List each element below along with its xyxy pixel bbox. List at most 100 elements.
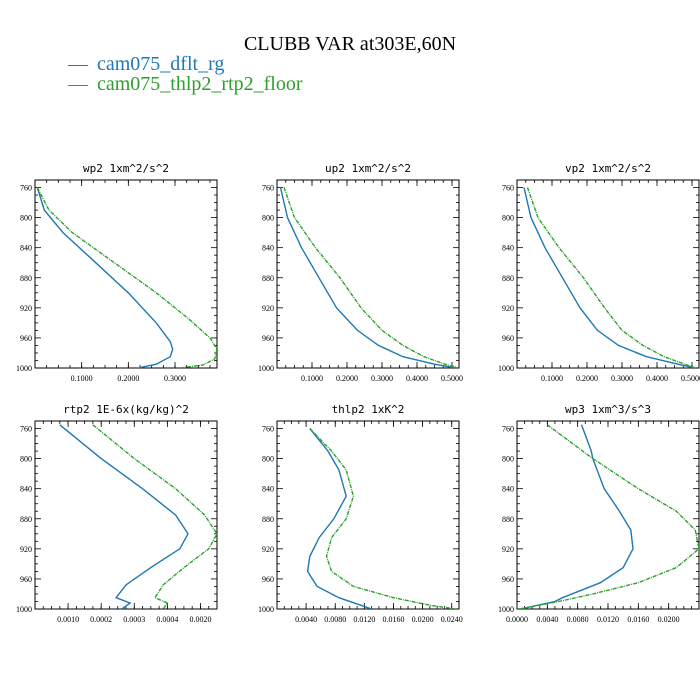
y-tick-label: 760 bbox=[262, 425, 274, 434]
x-tick-label: 0.0040 bbox=[295, 615, 317, 624]
legend-symbol-floor: — bbox=[67, 73, 89, 95]
y-tick-label: 800 bbox=[262, 455, 274, 464]
x-tick-label: 0.2000 bbox=[117, 374, 139, 383]
x-tick-label: 0.1000 bbox=[541, 374, 563, 383]
y-tick-label: 760 bbox=[20, 184, 32, 193]
y-tick-label: 960 bbox=[20, 575, 32, 584]
panel-title: wp3 1xm^3/s^3 bbox=[565, 403, 651, 416]
y-tick-label: 960 bbox=[502, 334, 514, 343]
y-tick-label: 880 bbox=[262, 515, 274, 524]
x-tick-label: 0.2000 bbox=[576, 374, 598, 383]
x-tick-label: 0.0080 bbox=[324, 615, 346, 624]
panel-title: rtp2 1E-6x(kg/kg)^2 bbox=[63, 403, 189, 416]
x-tick-label: 0.0120 bbox=[353, 615, 375, 624]
y-tick-label: 840 bbox=[20, 485, 32, 494]
y-tick-label: 1000 bbox=[258, 364, 274, 373]
panel-5: wp3 1xm^3/s^3 760 800 840 880 920 960 10000.000… bbox=[498, 403, 700, 624]
panel-frame bbox=[34, 179, 218, 369]
series-line-dflt bbox=[519, 424, 634, 609]
y-tick-label: 920 bbox=[20, 545, 32, 554]
legend: — cam075_dflt_rg — cam075_thlp2_rtp2_flo… bbox=[67, 53, 303, 95]
x-tick-label: 0.0003 bbox=[123, 615, 145, 624]
y-tick-label: 840 bbox=[502, 244, 514, 253]
y-tick-label: 960 bbox=[262, 575, 274, 584]
y-tick-label: 920 bbox=[262, 545, 274, 554]
x-tick-label: 0.0010 bbox=[57, 615, 79, 624]
panel-title: wp2 1xm^2/s^2 bbox=[83, 162, 169, 175]
legend-label-floor: cam075_thlp2_rtp2_floor bbox=[97, 73, 303, 95]
y-tick-label: 880 bbox=[20, 274, 32, 283]
panel-0: wp2 1xm^2/s^2 760 800 840 880 920 960 1000 0.100… bbox=[16, 162, 218, 383]
y-tick-label: 800 bbox=[262, 214, 274, 223]
legend-entry-floor: — cam075_thlp2_rtp2_floor bbox=[67, 73, 303, 95]
x-tick-label: 0.0002 bbox=[90, 615, 112, 624]
legend-label-dflt: cam075_dflt_rg bbox=[97, 53, 224, 75]
panel-title: vp2 1xm^2/s^2 bbox=[565, 162, 651, 175]
y-tick-label: 760 bbox=[502, 184, 514, 193]
y-tick-label: 960 bbox=[262, 334, 274, 343]
x-tick-label: 0.0200 bbox=[658, 615, 680, 624]
y-tick-label: 840 bbox=[262, 485, 274, 494]
series-line-dflt bbox=[523, 187, 696, 368]
x-tick-label: 0.0160 bbox=[627, 615, 649, 624]
y-tick-label: 840 bbox=[20, 244, 32, 253]
x-tick-label: 0.0020 bbox=[189, 615, 211, 624]
series-line-dflt bbox=[306, 428, 372, 609]
series-line-dflt bbox=[279, 187, 456, 368]
y-tick-label: 800 bbox=[20, 214, 32, 223]
y-tick-label: 840 bbox=[502, 485, 514, 494]
x-tick-label: 0.4000 bbox=[406, 374, 428, 383]
panel-4: thlp2 1xK^2 760 800 840 880 920 960 1000 0.0040 0… bbox=[258, 403, 463, 624]
y-tick-label: 880 bbox=[502, 274, 514, 283]
x-tick-label: 0.3000 bbox=[164, 374, 186, 383]
panel-2: vp2 1xm^2/s^2 760 800 840 880 920 960 1000 0.100… bbox=[498, 162, 700, 383]
panel-title: up2 1xm^2/s^2 bbox=[325, 162, 411, 175]
y-tick-label: 920 bbox=[502, 545, 514, 554]
panel-3: rtp2 1E-6x(kg/kg)^2 760 800 840 880 920 960 100… bbox=[16, 403, 218, 624]
panel-1: up2 1xm^2/s^2 760 800 840 880 920 960 1000 0.100… bbox=[258, 162, 463, 383]
y-tick-label: 880 bbox=[20, 515, 32, 524]
y-tick-label: 800 bbox=[20, 455, 32, 464]
figure-title: CLUBB VAR at303E,60N bbox=[244, 33, 456, 55]
y-tick-label: 840 bbox=[262, 244, 274, 253]
series-line-dflt bbox=[36, 187, 174, 368]
x-tick-label: 0.5000 bbox=[681, 374, 700, 383]
series-line-floor bbox=[283, 187, 459, 368]
series-line-floor bbox=[309, 428, 456, 609]
x-tick-label: 0.1000 bbox=[301, 374, 323, 383]
x-tick-label: 0.0004 bbox=[156, 615, 178, 624]
x-tick-label: 0.4000 bbox=[646, 374, 668, 383]
x-tick-label: 0.0080 bbox=[567, 615, 589, 624]
y-tick-label: 1000 bbox=[16, 364, 32, 373]
panel-frame bbox=[276, 179, 460, 369]
y-tick-label: 760 bbox=[262, 184, 274, 193]
series-line-dflt bbox=[59, 424, 189, 609]
x-tick-label: 0.0000 bbox=[506, 615, 528, 624]
x-tick-label: 0.0200 bbox=[412, 615, 434, 624]
x-tick-label: 0.0240 bbox=[441, 615, 463, 624]
y-tick-label: 920 bbox=[262, 304, 274, 313]
x-tick-label: 0.0160 bbox=[382, 615, 404, 624]
y-tick-label: 760 bbox=[20, 425, 32, 434]
y-tick-label: 800 bbox=[502, 455, 514, 464]
panel-frame bbox=[516, 179, 700, 369]
x-tick-label: 0.1000 bbox=[71, 374, 93, 383]
panels: wp2 1xm^2/s^2 760 800 840 880 920 960 1000 0.100… bbox=[16, 162, 700, 624]
panel-frame bbox=[276, 420, 460, 610]
y-tick-label: 1000 bbox=[498, 364, 514, 373]
y-tick-label: 880 bbox=[262, 274, 274, 283]
y-tick-label: 960 bbox=[502, 575, 514, 584]
x-tick-label: 0.3000 bbox=[611, 374, 633, 383]
legend-entry-dflt: — cam075_dflt_rg bbox=[67, 53, 224, 75]
x-tick-label: 0.3000 bbox=[371, 374, 393, 383]
panel-frame bbox=[34, 420, 218, 610]
y-tick-label: 1000 bbox=[258, 605, 274, 614]
series-line-floor bbox=[526, 187, 696, 368]
x-tick-label: 0.5000 bbox=[441, 374, 463, 383]
y-tick-label: 880 bbox=[502, 515, 514, 524]
y-tick-label: 1000 bbox=[498, 605, 514, 614]
y-tick-label: 960 bbox=[20, 334, 32, 343]
x-tick-label: 0.2000 bbox=[336, 374, 358, 383]
x-tick-label: 0.0040 bbox=[536, 615, 558, 624]
